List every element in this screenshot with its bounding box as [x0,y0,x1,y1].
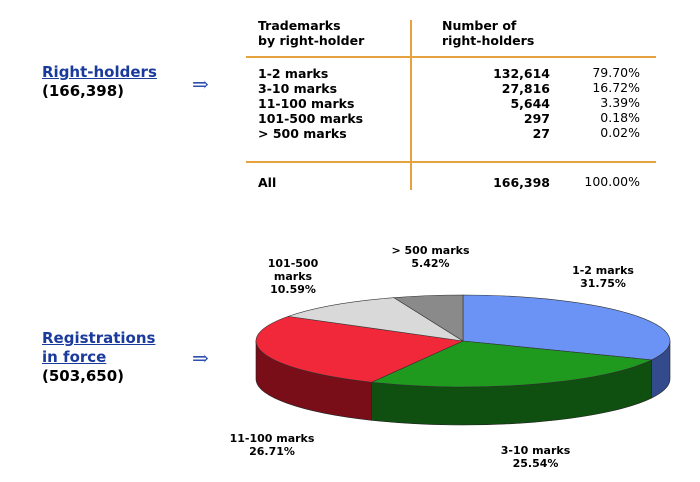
pie-label-3-10: 3-10 marks 25.54% [493,444,578,470]
pie-label-1-2: 1-2 marks 31.75% [563,264,643,290]
pie-label-101-500: 101-500 marks 10.59% [248,257,338,296]
pie-label-over-500: > 500 marks 5.42% [383,244,478,270]
pie-label-11-100: 11-100 marks 26.71% [222,432,322,458]
